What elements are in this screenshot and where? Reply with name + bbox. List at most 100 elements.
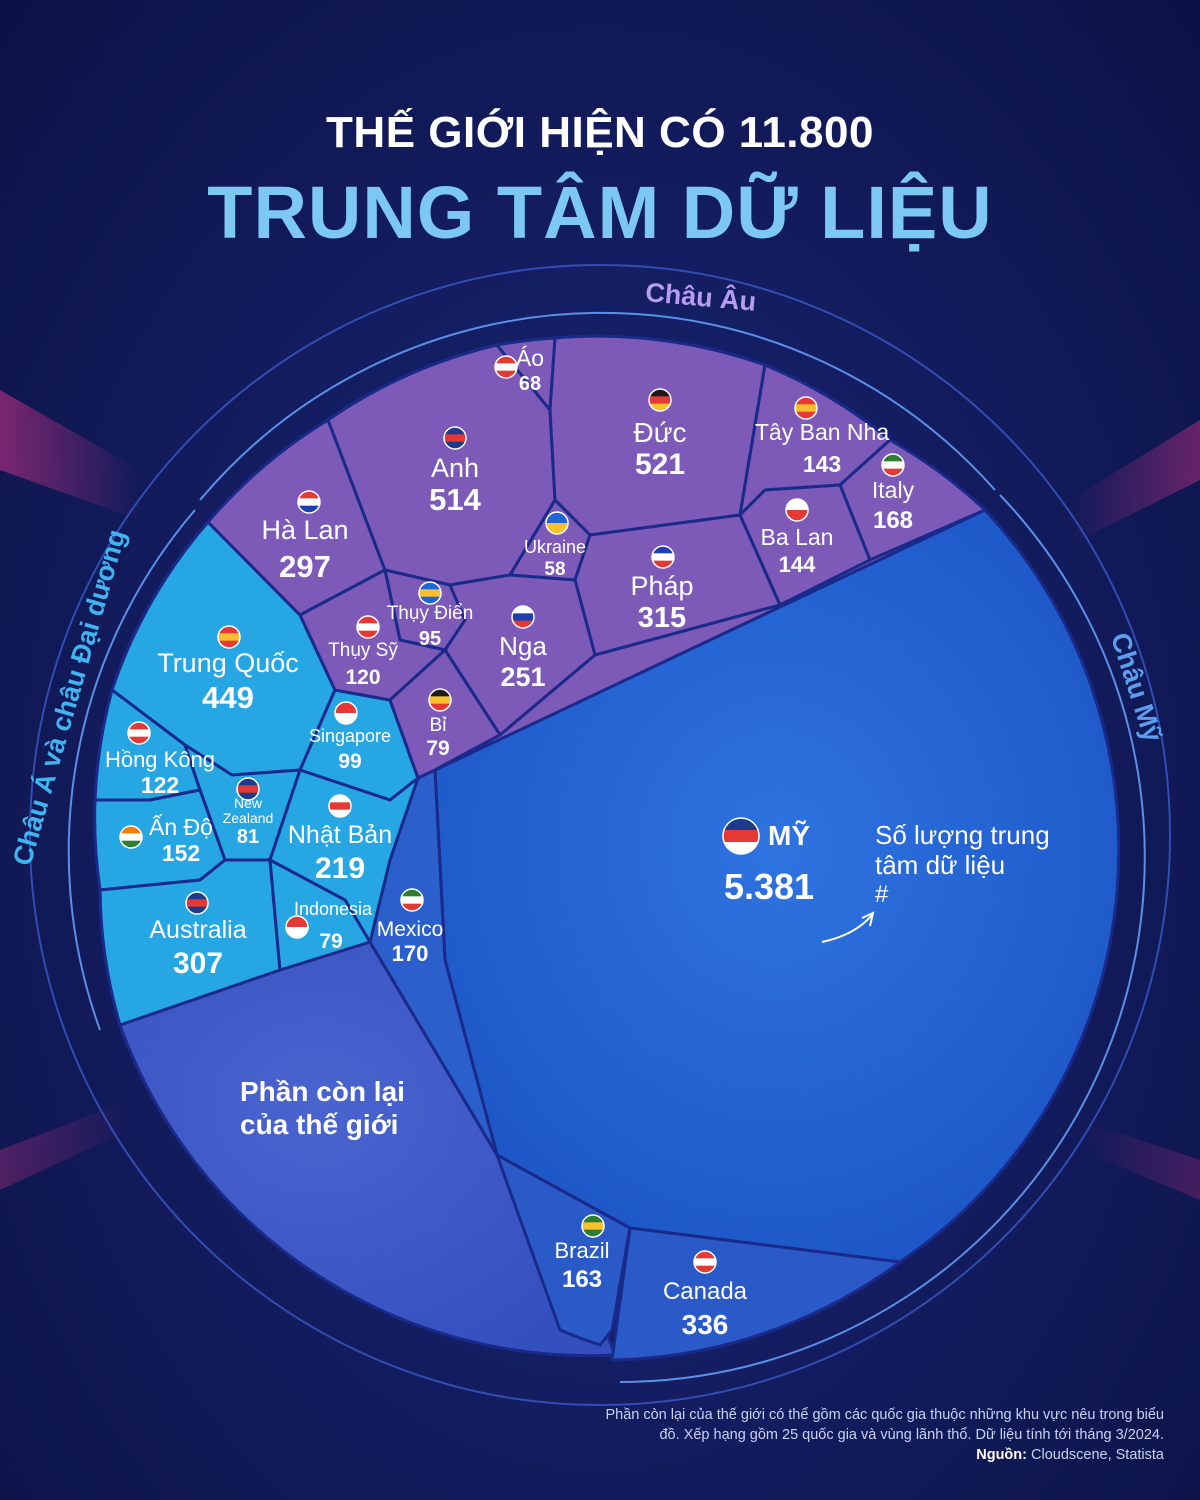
country-value: 336	[682, 1309, 729, 1340]
flag-icon	[694, 1251, 716, 1273]
country-value: 79	[319, 930, 342, 953]
flag-ring	[217, 625, 241, 649]
flag-ring	[511, 605, 535, 629]
country-name: Tây Ban Nha	[755, 419, 889, 445]
country-value: 307	[173, 947, 223, 980]
flag-ring	[400, 888, 424, 912]
bracket-chau-au	[199, 311, 996, 501]
cell-indonesia	[268, 857, 373, 972]
flag-icon	[786, 499, 808, 521]
country-name: Ấn Độ	[149, 813, 213, 840]
country-name: Mexico	[377, 918, 444, 941]
country-name: MỸ	[768, 820, 810, 851]
country-value: 514	[429, 482, 481, 517]
flag-icon	[329, 795, 351, 817]
flag-ring	[418, 581, 442, 605]
country-value: 521	[635, 448, 685, 481]
flag-ring	[881, 453, 905, 477]
flag-icon	[186, 892, 208, 914]
region-brackets	[67, 311, 1146, 1383]
country-name: Brazil	[554, 1238, 609, 1263]
country-value: 143	[803, 451, 841, 477]
country-name: Indonesia	[294, 899, 373, 919]
country-value: 79	[426, 737, 449, 760]
page-title-line2: TRUNG TÂM DỮ LIỆU	[207, 171, 993, 254]
country-name: Thụy Sỹ	[328, 640, 398, 661]
country-value: 168	[873, 507, 913, 534]
flag-icon	[444, 427, 466, 449]
country-value: 219	[315, 852, 365, 885]
country-value: 144	[779, 552, 816, 577]
country-name: Áo	[516, 345, 544, 371]
flag-ring	[581, 1214, 605, 1238]
cell-rest-of-world	[118, 940, 618, 1358]
flag-ring	[127, 721, 151, 745]
annotation-arrowhead	[861, 911, 875, 927]
outer-ring	[29, 264, 1171, 1406]
country-value: 99	[338, 750, 361, 773]
country-name: Ukraine	[524, 537, 586, 557]
flag-icon	[298, 491, 320, 513]
country-value: 170	[392, 941, 429, 966]
country-name: Hà Lan	[261, 515, 348, 545]
flag-ring	[494, 355, 518, 379]
flag-ring	[648, 388, 672, 412]
flag-ring	[185, 891, 209, 915]
flag-icon	[652, 546, 674, 568]
country-name: Anh	[431, 453, 479, 483]
flag-icon	[512, 606, 534, 628]
annotation-arrow	[821, 914, 873, 943]
flag-icon	[218, 626, 240, 648]
country-value: 251	[500, 662, 545, 692]
flag-icon	[237, 778, 259, 800]
flag-ring	[236, 777, 260, 801]
country-name: Australia	[149, 916, 246, 944]
cell-canada	[610, 1226, 904, 1362]
country-name: Nga	[499, 631, 547, 661]
country-name: Trung Quốc	[157, 648, 299, 678]
country-value: 120	[345, 666, 380, 689]
flag-ring	[443, 426, 467, 450]
country-value: 152	[162, 840, 200, 866]
country-value: 68	[519, 373, 541, 395]
flag-icon	[335, 702, 357, 724]
country-name: Đức	[634, 417, 687, 448]
country-value: 297	[279, 549, 331, 584]
country-name: Bỉ	[430, 715, 448, 736]
flag-icon	[128, 722, 150, 744]
flag-ring	[328, 794, 352, 818]
flag-ring	[693, 1250, 717, 1274]
flag-ring	[285, 915, 309, 939]
source-label: Nguồn:	[976, 1447, 1027, 1463]
flag-ring	[545, 511, 569, 535]
country-value: 163	[562, 1266, 602, 1293]
flag-ring	[297, 490, 321, 514]
country-name: Ba Lan	[761, 524, 834, 550]
footnote: Phần còn lại của thế giới có thể gồm các…	[484, 1405, 1164, 1465]
footnote-line1: Phần còn lại của thế giới có thể gồm các…	[605, 1407, 1164, 1423]
country-value: 449	[202, 680, 254, 715]
flag-ring	[356, 615, 380, 639]
annotation-line1: Số lượng trung	[875, 820, 1050, 850]
flag-icon	[120, 826, 142, 848]
country-name: Nhật Bản	[288, 821, 392, 849]
country-name: New	[234, 795, 263, 811]
flag-icon	[401, 889, 423, 911]
flag-icon	[357, 616, 379, 638]
flag-ring	[722, 817, 760, 855]
label-rest-of-world-line2: của thế giới	[240, 1109, 398, 1140]
flag-icon	[495, 356, 517, 378]
country-name: Italy	[872, 477, 915, 503]
flag-icon	[882, 454, 904, 476]
country-name: Singapore	[309, 726, 391, 746]
flag-icon	[649, 389, 671, 411]
flag-icon	[419, 582, 441, 604]
bracket-chau-a	[67, 509, 196, 1031]
flag-ring	[119, 825, 143, 849]
country-name: Canada	[663, 1278, 748, 1305]
country-value: 95	[419, 628, 441, 650]
annotation-line2: tâm dữ liệu	[875, 850, 1005, 880]
flag-ring	[785, 498, 809, 522]
region-label-chau-my: Châu Mỹ	[1105, 629, 1168, 745]
